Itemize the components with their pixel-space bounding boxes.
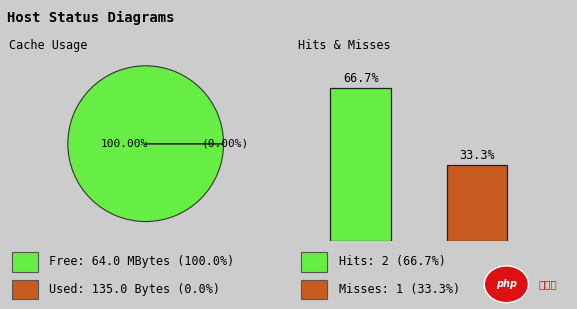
Text: 33.3%: 33.3% — [459, 149, 495, 162]
Ellipse shape — [484, 266, 529, 303]
Text: (0.00%): (0.00%) — [202, 139, 249, 149]
Text: Misses: 1 (33.3%): Misses: 1 (33.3%) — [339, 283, 460, 296]
Text: Cache Usage: Cache Usage — [9, 39, 87, 52]
Text: Hits: 2 (66.7%): Hits: 2 (66.7%) — [339, 256, 445, 269]
Text: 中文网: 中文网 — [538, 279, 557, 289]
Bar — [447, 165, 508, 241]
Text: Hits & Misses: Hits & Misses — [298, 39, 391, 52]
Bar — [12, 252, 38, 272]
Text: 66.7%: 66.7% — [343, 72, 379, 85]
Bar — [12, 280, 38, 299]
Bar — [331, 88, 391, 241]
Text: 100.00%: 100.00% — [100, 139, 148, 149]
Text: Used: 135.0 Bytes (0.0%): Used: 135.0 Bytes (0.0%) — [49, 283, 220, 296]
Text: Free: 64.0 MBytes (100.0%): Free: 64.0 MBytes (100.0%) — [49, 256, 234, 269]
Bar — [301, 252, 327, 272]
Wedge shape — [68, 66, 223, 222]
Text: php: php — [496, 279, 517, 289]
Text: Host Status Diagrams: Host Status Diagrams — [7, 11, 174, 25]
Bar — [301, 280, 327, 299]
